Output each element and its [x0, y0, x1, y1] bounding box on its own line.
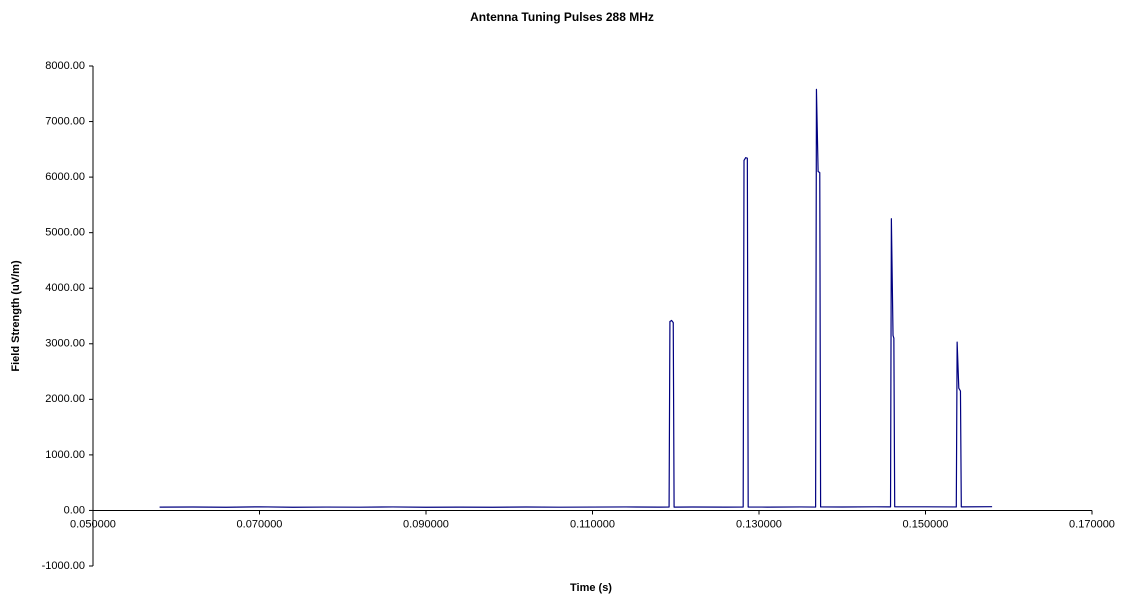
y-tick-label: 2000.00 [45, 393, 85, 405]
y-tick-label: -1000.00 [42, 560, 85, 572]
x-tick-label: 0.110000 [570, 518, 615, 530]
x-tick-label: 0.170000 [1069, 518, 1115, 530]
x-tick-label: 0.130000 [736, 518, 782, 530]
y-tick-label: 6000.00 [45, 171, 85, 183]
x-tick-label: 0.050000 [70, 518, 116, 530]
y-tick-label: 1000.00 [45, 449, 85, 461]
x-tick-label: 0.090000 [403, 518, 449, 530]
x-axis-label: Time (s) [570, 582, 612, 594]
y-tick-label: 7000.00 [45, 115, 85, 127]
y-tick-label: 0.00 [64, 504, 85, 516]
y-tick-label: 8000.00 [45, 60, 85, 72]
x-tick-label: 0.150000 [903, 518, 949, 530]
data-line [159, 88, 993, 508]
y-axis-label: Field Strength (uV/m) [10, 260, 22, 372]
chart-title: Antenna Tuning Pulses 288 MHz [470, 10, 654, 24]
y-tick-label: 3000.00 [45, 338, 85, 350]
y-tick-label: 4000.00 [45, 282, 85, 294]
x-tick-label: 0.070000 [237, 518, 283, 530]
y-tick-label: 5000.00 [45, 227, 85, 239]
